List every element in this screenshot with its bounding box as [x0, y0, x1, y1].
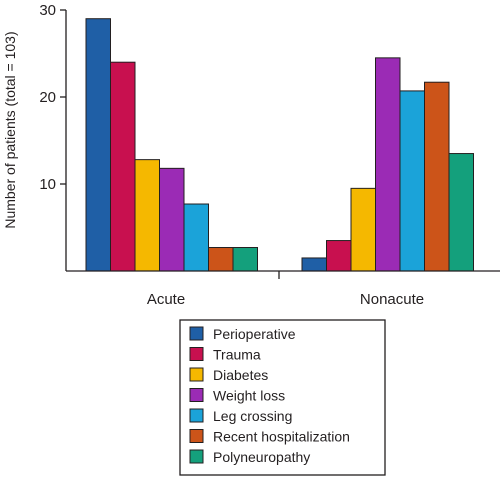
bar-nonacute-diabetes [350, 187, 376, 272]
bars-layer [85, 18, 474, 272]
bar-acute-polyneuropathy [232, 247, 258, 272]
bar-nonacute-perioperative [301, 257, 327, 272]
y-tick-label: 20 [39, 89, 56, 106]
bar-nonacute-recent-hospitalization [424, 81, 450, 272]
legend-label-weight-loss: Weight loss [213, 388, 285, 404]
legend-frame [179, 319, 386, 476]
legend-label-polyneuropathy: Polyneuropathy [213, 449, 310, 465]
legend-swatch-diabetes [189, 367, 204, 382]
legend-swatch-polyneuropathy [189, 449, 204, 464]
legend-label-leg-crossing: Leg crossing [213, 408, 292, 424]
bar-acute-leg-crossing [183, 203, 209, 272]
bar-acute-weight-loss [159, 167, 185, 272]
legend-swatch-perioperative [189, 326, 204, 341]
legend-label-perioperative: Perioperative [213, 326, 296, 342]
y-tick-label: 30 [39, 2, 56, 19]
y-axis-title: Number of patients (total = 103) [2, 31, 18, 228]
legend-swatch-recent-hospitalization [189, 429, 204, 443]
x-tick-label-acute: Acute [147, 291, 185, 308]
x-tick-label-nonacute: Nonacute [360, 291, 424, 308]
x-ticks: Acute Nonacute [147, 271, 424, 308]
legend-label-recent-hospitalization: Recent hospitalization [213, 429, 350, 445]
bar-nonacute-weight-loss [375, 57, 401, 272]
legend-label-trauma: Trauma [213, 347, 261, 363]
y-tick-label: 10 [39, 176, 56, 193]
legend: Perioperative Trauma Diabetes Weight loss Le… [179, 319, 386, 476]
y-ticks: 10 20 30 [39, 2, 66, 193]
legend-swatch-weight-loss [189, 388, 204, 402]
legend-label-diabetes: Diabetes [213, 367, 268, 383]
bar-acute-perioperative [85, 18, 111, 272]
bar-nonacute-trauma [326, 240, 352, 272]
bar-nonacute-polyneuropathy [448, 153, 474, 272]
legend-swatch-trauma [189, 347, 204, 361]
bar-acute-trauma [110, 61, 136, 272]
bar-nonacute-leg-crossing [399, 90, 425, 272]
legend-swatch-leg-crossing [189, 408, 204, 423]
axes-layer [65, 10, 500, 272]
bar-acute-recent-hospitalization [208, 247, 234, 272]
bar-acute-diabetes [134, 159, 160, 272]
